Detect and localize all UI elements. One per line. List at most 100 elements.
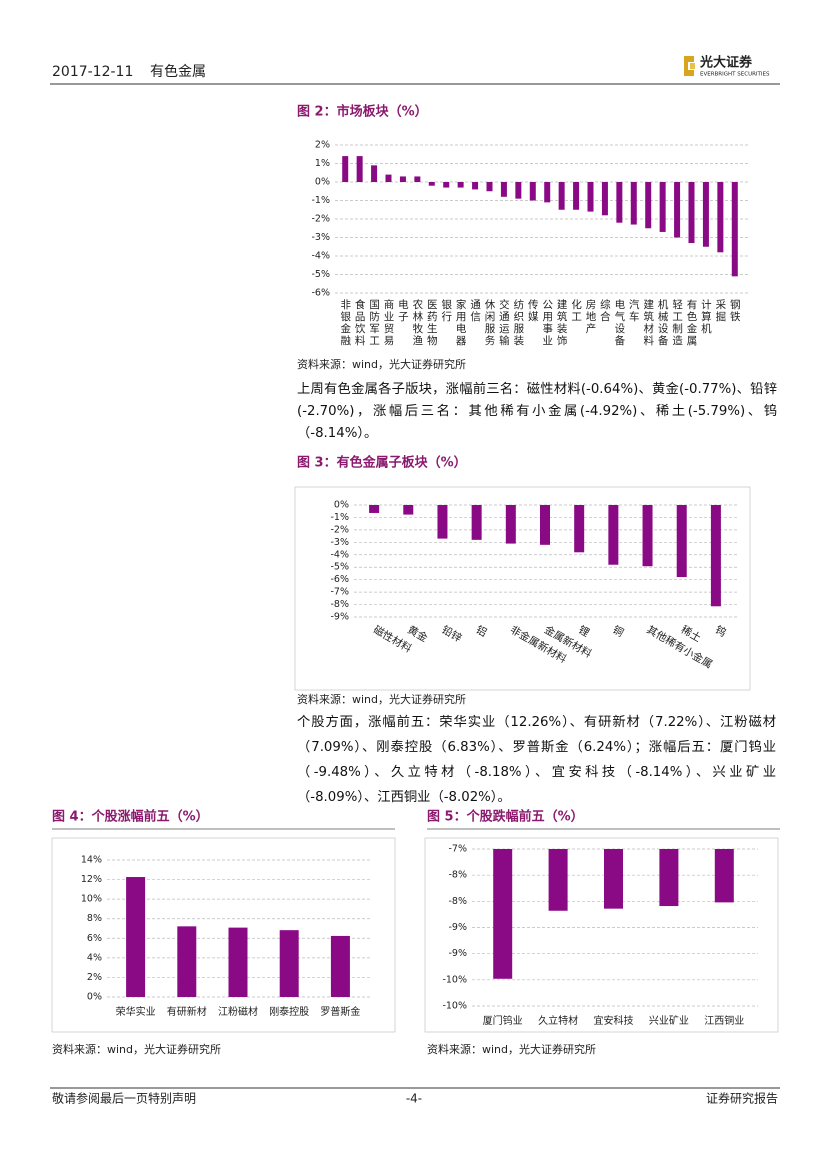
bar: [500, 182, 507, 197]
bar: [371, 165, 378, 182]
bar: [659, 182, 666, 232]
x-tick-label: 计算机: [700, 298, 712, 335]
bar: [574, 505, 585, 553]
bar: [630, 182, 637, 225]
y-tick-label: 10%: [81, 894, 102, 905]
bar: [688, 182, 695, 244]
x-tick-label: 农林牧渔: [411, 298, 423, 347]
x-tick-label: 商业贸易: [383, 298, 395, 347]
y-tick-label: -3%: [331, 537, 350, 548]
logo-text: 光大证券: [699, 55, 753, 71]
bar: [717, 182, 724, 253]
bar: [515, 182, 522, 199]
bar: [558, 182, 565, 210]
y-tick-label: 0%: [87, 992, 102, 1003]
x-tick-label: 刚泰控股: [269, 1005, 309, 1018]
paragraph: 上周有色金属各子版块，涨幅前三名：磁性材料(-0.64%)、黄金(-0.77%)…: [297, 382, 777, 441]
y-tick-label: -4%: [331, 549, 350, 560]
bar: [428, 182, 435, 186]
y-tick-label: -7%: [331, 587, 350, 598]
y-tick-label: -2%: [312, 214, 331, 225]
x-tick-label: 汽车: [628, 298, 640, 323]
chart-frame: [294, 486, 751, 691]
x-tick-label: 休闲服务: [484, 299, 496, 347]
y-tick-label: -8%: [331, 599, 350, 610]
x-tick-label: 采掘: [714, 299, 726, 323]
x-tick-label: 宜安科技: [594, 1014, 634, 1027]
footer-disclaimer: 敬请参阅最后一页特别声明: [52, 1091, 196, 1106]
x-tick-label: 通信: [469, 299, 481, 323]
bar: [645, 182, 652, 229]
y-tick-label: 0%: [315, 177, 330, 188]
y-tick-label: -2%: [331, 524, 350, 535]
bar: [414, 176, 421, 182]
y-tick-label: -1%: [331, 512, 350, 523]
y-tick-label: -1%: [312, 195, 331, 206]
bar: [544, 182, 551, 203]
bar: [676, 505, 687, 578]
bar: [403, 505, 414, 515]
y-tick-label: -9%: [449, 948, 468, 959]
y-tick-label: -6%: [331, 574, 350, 585]
bar: [548, 849, 568, 911]
x-tick-label: 交通运输: [498, 298, 510, 347]
y-tick-label: 8%: [87, 913, 102, 924]
logo-icon: [684, 56, 694, 76]
y-tick-label: -6%: [312, 288, 331, 299]
y-tick-label: -7%: [449, 844, 468, 855]
bar: [385, 174, 392, 182]
bar: [228, 927, 248, 997]
y-tick-label: -5%: [312, 269, 331, 280]
bar: [279, 930, 299, 997]
figure-title: 图 5：个股跌幅前五（%）: [427, 809, 584, 825]
bar: [714, 849, 734, 903]
logo-text-en: EVERBRIGHT SECURITIES: [700, 72, 770, 78]
y-tick-label: 2%: [315, 140, 330, 151]
bar: [330, 935, 350, 997]
bar: [604, 849, 623, 909]
y-tick-label: -9%: [449, 922, 468, 933]
x-tick-label: 有色金属: [686, 298, 698, 347]
x-tick-label: 电子: [397, 298, 409, 323]
x-tick-label: 铅锌: [439, 623, 464, 645]
y-tick-label: 2%: [87, 972, 102, 983]
bar: [529, 182, 536, 201]
y-tick-label: -8%: [449, 870, 468, 881]
y-tick-label: -10%: [442, 1001, 467, 1012]
bar: [659, 849, 679, 907]
y-tick-label: 12%: [81, 874, 102, 885]
x-tick-label: 久立特材: [538, 1014, 578, 1027]
x-tick-label: 铜: [610, 624, 625, 640]
x-tick-label: 轻工制造: [671, 298, 683, 347]
bar: [369, 505, 380, 513]
bar: [505, 505, 516, 544]
source-note: 资料来源：wind，光大证券研究所: [297, 692, 466, 706]
y-tick-label: 6%: [87, 933, 102, 944]
bar: [457, 182, 464, 188]
x-tick-label: 化工: [570, 298, 582, 323]
bar: [616, 182, 623, 223]
y-tick-label: -10%: [442, 974, 467, 985]
bar: [356, 156, 363, 182]
header-sector: 有色金属: [150, 63, 206, 80]
x-tick-label: 钨: [713, 623, 729, 640]
bar: [177, 926, 197, 997]
figure-title: 图 2：市场板块（%）: [297, 104, 428, 120]
bar: [472, 182, 479, 190]
x-tick-label: 铝: [474, 623, 490, 640]
y-tick-label: 4%: [87, 952, 102, 963]
bar: [731, 182, 738, 277]
x-tick-label: 荣华实业: [116, 1005, 156, 1018]
bar: [608, 505, 619, 565]
x-tick-label: 电气设备: [613, 298, 625, 347]
x-tick-label: 江粉磁材: [218, 1005, 258, 1018]
x-tick-label: 其他稀有小金属: [645, 623, 715, 671]
logo-icon-part: [690, 63, 695, 69]
x-tick-label: 食品饮料: [354, 298, 366, 347]
x-tick-label: 厦门钨业: [483, 1014, 523, 1027]
figure-title: 图 3：有色金属子板块（%）: [297, 455, 467, 471]
bar: [443, 182, 450, 188]
footer-doc-type: 证券研究报告: [706, 1091, 778, 1106]
x-tick-label: 综合: [599, 298, 611, 323]
source-note: 资料来源：wind，光大证券研究所: [297, 357, 466, 371]
